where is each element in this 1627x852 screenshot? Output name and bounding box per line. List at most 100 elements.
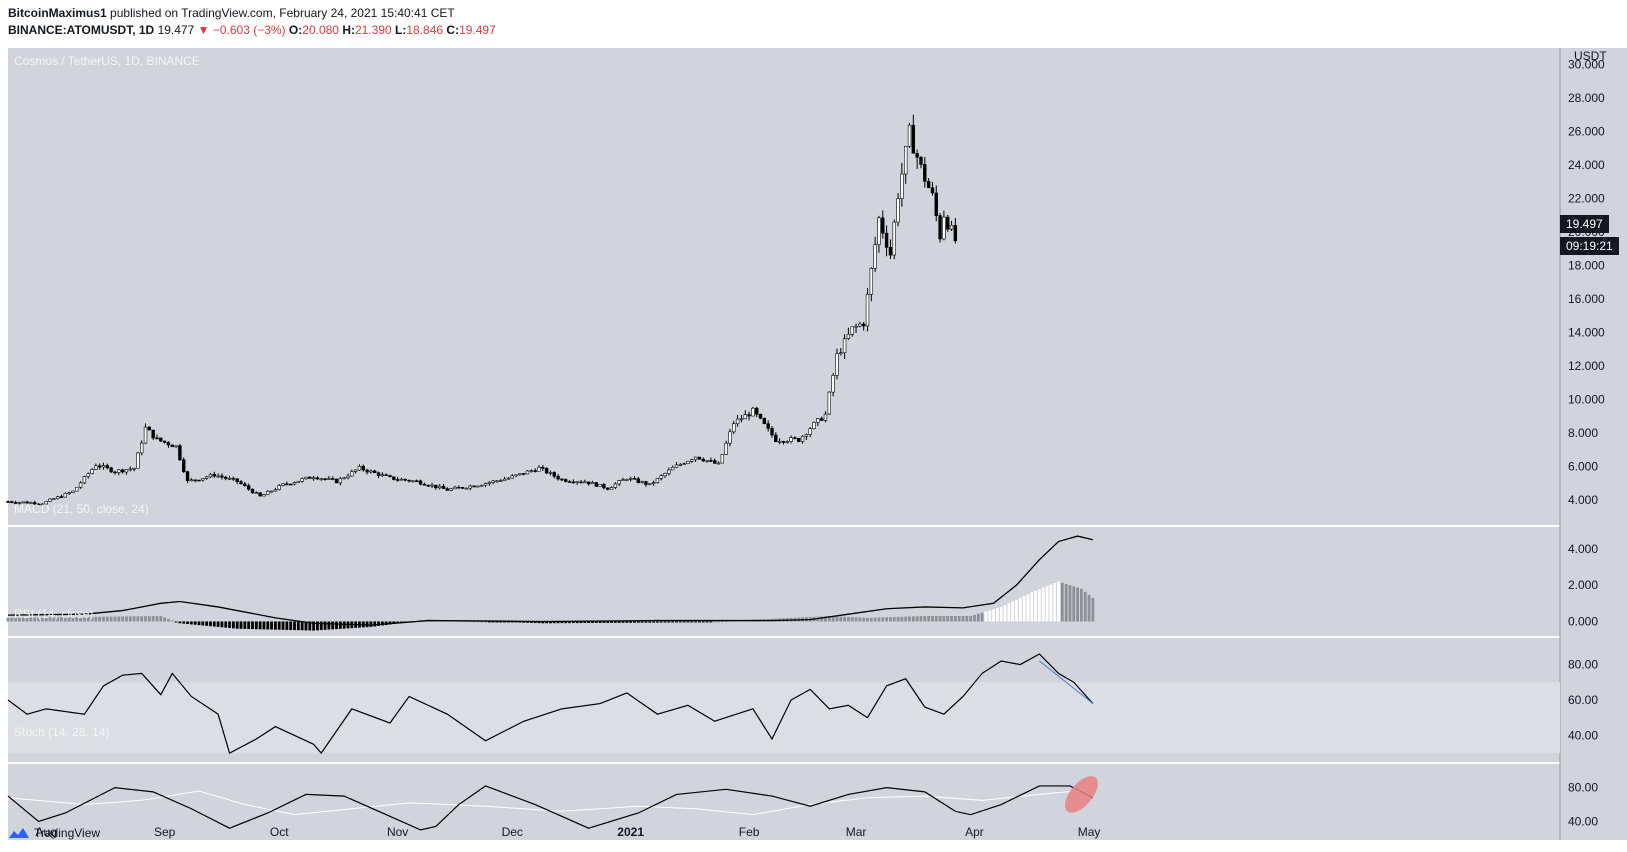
price-tick-label: 6.000 — [1568, 459, 1598, 473]
candle-body — [342, 477, 346, 480]
candle-body — [537, 467, 541, 472]
macd-hist-bar — [503, 621, 506, 623]
candle-body — [407, 479, 411, 482]
macd-hist-bar — [296, 621, 300, 631]
macd-hist-bar — [640, 621, 644, 623]
macd-hist-bar — [75, 617, 79, 622]
candle-body — [13, 502, 18, 504]
candle-body — [353, 469, 358, 472]
candle-body — [751, 407, 755, 417]
price-tick-label: 4.000 — [1568, 493, 1598, 507]
macd-hist-bar — [1034, 590, 1037, 622]
macd-hist-bar — [602, 621, 606, 623]
candle-body — [162, 440, 167, 443]
author-name[interactable]: BitcoinMaximus1 — [8, 6, 107, 20]
candle-body — [201, 478, 205, 481]
candle-body — [21, 501, 25, 504]
macd-hist-bar — [881, 617, 885, 622]
candle-body — [472, 485, 476, 488]
candle-body — [495, 480, 499, 483]
macd-hist-bar — [671, 621, 675, 623]
candle-body — [915, 152, 919, 158]
macd-hist-bar — [316, 621, 319, 631]
macd-hist-bar — [889, 617, 892, 622]
last-price: 19.477 — [157, 23, 195, 37]
macd-hist-bar — [365, 621, 369, 628]
macd-hist-bar — [37, 617, 40, 622]
macd-hist-bar — [231, 621, 235, 629]
stoch-k-line — [7, 785, 1094, 831]
candle-body — [831, 375, 835, 393]
candle-body — [33, 502, 37, 505]
macd-hist-bar — [973, 614, 976, 622]
low-value: 18.846 — [406, 23, 444, 37]
macd-hist-bar — [701, 621, 705, 623]
candle-body — [155, 437, 159, 440]
macd-hist-bar — [927, 616, 931, 622]
candle-body — [216, 475, 220, 478]
footer-brand[interactable]: TradingView — [8, 826, 100, 840]
macd-hist-bar — [327, 621, 331, 630]
macd-hist-bar — [33, 617, 37, 622]
macd-hist-bar — [289, 621, 293, 631]
macd-hist-bar — [270, 621, 273, 630]
macd-hist-bar — [1022, 596, 1026, 622]
macd-hist-bar — [663, 621, 667, 623]
candle-body — [758, 413, 763, 419]
candle-body — [44, 501, 48, 505]
macd-hist-bar — [522, 621, 526, 623]
candle-body — [842, 338, 847, 354]
macd-hist-bar — [533, 621, 537, 624]
macd-hist-bar — [556, 621, 560, 624]
price-pane-bg — [8, 48, 1560, 525]
candle-body — [625, 479, 629, 481]
macd-hist-bar — [709, 621, 713, 623]
macd-hist-bar — [281, 621, 285, 630]
candle-body — [900, 173, 904, 199]
macd-hist-bar — [659, 621, 663, 623]
macd-pane-label: MACD (21, 50, close, 24) — [14, 502, 149, 516]
candle-body — [151, 429, 155, 439]
macd-hist-bar — [1053, 583, 1057, 622]
candle-body — [94, 465, 98, 470]
macd-hist-bar — [537, 621, 541, 624]
macd-hist-bar — [583, 621, 587, 624]
candle-body — [136, 452, 140, 469]
candle-body — [804, 434, 809, 437]
macd-hist-bar — [1083, 591, 1087, 622]
candle-body — [113, 471, 117, 474]
macd-hist-bar — [820, 616, 824, 622]
candle-body — [403, 478, 407, 481]
price-tick-label: 24.000 — [1568, 158, 1605, 172]
candle-body — [479, 484, 484, 487]
candle-body — [338, 478, 343, 484]
macd-hist-bar — [1003, 605, 1007, 622]
macd-hist-bar — [568, 621, 571, 624]
candle-body — [777, 441, 782, 443]
macd-hist-bar — [694, 621, 697, 623]
macd-hist-bar — [541, 621, 545, 624]
macd-hist-bar — [373, 621, 377, 627]
candle-body — [674, 464, 679, 468]
macd-hist-bar — [621, 621, 625, 623]
candle-body — [285, 483, 289, 486]
candle-body — [648, 483, 652, 485]
macd-hist-bar — [251, 621, 254, 630]
candle-body — [541, 467, 545, 469]
candle-body — [575, 481, 579, 484]
candle-body — [892, 221, 896, 256]
candle-body — [556, 475, 560, 480]
stoch-tick-label: 40.00 — [1568, 814, 1598, 828]
candle-body — [40, 503, 45, 506]
candle-body — [10, 501, 14, 503]
ohlc-line: BINANCE:ATOMUSDT, 1D 19.477 ▼ −0.603 (−3… — [8, 23, 496, 37]
time-axis-label: Apr — [965, 825, 984, 839]
candle-body — [571, 481, 576, 484]
candle-body — [602, 484, 606, 489]
candle-body — [544, 467, 549, 474]
candle-body — [86, 473, 90, 477]
macd-hist-bar — [934, 616, 938, 622]
macd-pane-bg — [8, 527, 1560, 636]
macd-hist-bar — [94, 616, 98, 622]
